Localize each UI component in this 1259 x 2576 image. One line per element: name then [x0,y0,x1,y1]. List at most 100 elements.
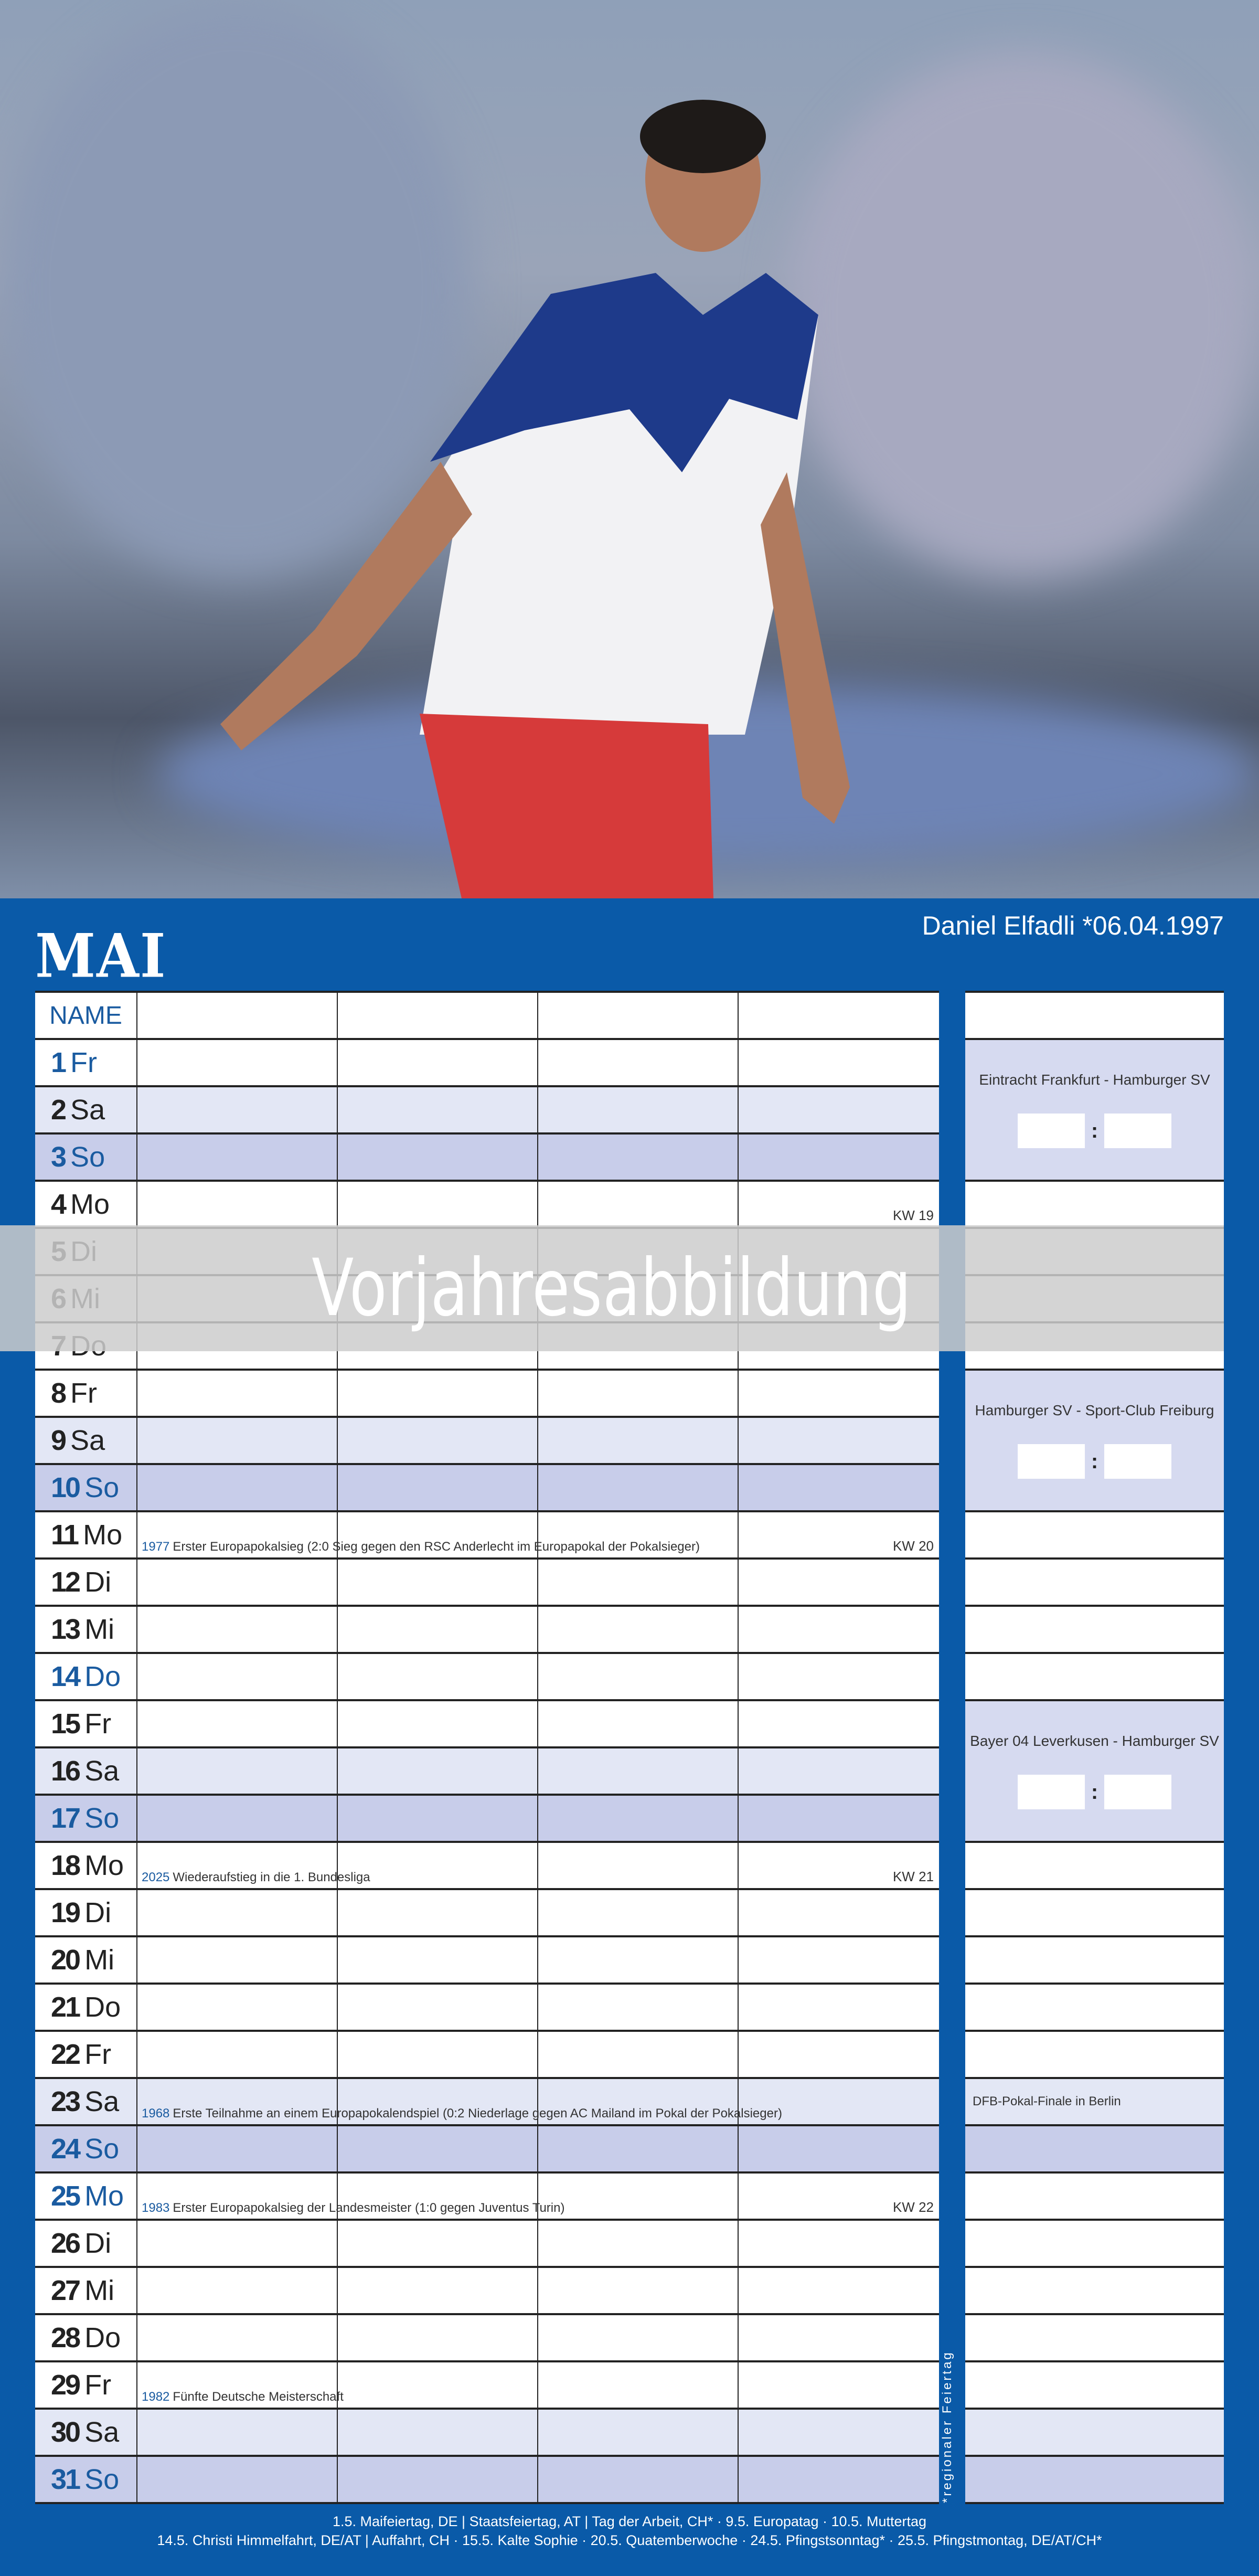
entry-cell[interactable] [537,1418,739,1463]
entry-cell[interactable] [537,2410,739,2455]
entry-cell[interactable] [738,2032,940,2077]
side-day-cell[interactable] [965,1605,1224,1652]
entry-cell[interactable] [537,1465,739,1510]
entry-cell[interactable] [738,1748,940,1794]
entry-cell[interactable] [337,1418,538,1463]
side-day-cell[interactable] [965,2360,1224,2408]
entry-cell[interactable] [136,2221,338,2266]
entry-cell[interactable] [136,2268,338,2313]
entry-cell[interactable] [136,1371,338,1416]
entry-cell[interactable] [537,2032,739,2077]
entry-cell[interactable] [337,2174,538,2219]
entry-cell[interactable] [537,1040,739,1085]
entry-cell[interactable] [337,1748,538,1794]
entry-cell[interactable] [738,1512,940,1557]
entry-cell[interactable] [738,1371,940,1416]
side-day-cell[interactable] [965,2408,1224,2455]
entry-cell[interactable] [337,1701,538,1746]
entry-cell[interactable] [537,2268,739,2313]
entry-cell[interactable] [337,1135,538,1180]
entry-cell[interactable] [337,1465,538,1510]
entry-cell[interactable] [136,1087,338,1132]
entry-cell[interactable] [537,1890,739,1935]
entry-cell[interactable] [337,2457,538,2502]
entry-cell[interactable] [337,1937,538,1983]
name-input-cell[interactable] [738,993,940,1038]
entry-cell[interactable] [537,1182,739,1227]
entry-cell[interactable] [537,2221,739,2266]
entry-cell[interactable] [738,1937,940,1983]
entry-cell[interactable] [738,1560,940,1605]
home-score-input[interactable] [1017,1775,1085,1809]
entry-cell[interactable] [337,1796,538,1841]
entry-cell[interactable] [136,2126,338,2171]
entry-cell[interactable] [337,1890,538,1935]
entry-cell[interactable] [738,2079,940,2124]
entry-cell[interactable] [537,2126,739,2171]
side-day-cell[interactable] [965,1652,1224,1699]
side-day-cell[interactable]: DFB-Pokal-Finale in Berlin [965,2077,1224,2124]
side-day-cell[interactable] [965,2266,1224,2313]
entry-cell[interactable] [136,1796,338,1841]
entry-cell[interactable] [738,1890,940,1935]
entry-cell[interactable] [738,1135,940,1180]
entry-cell[interactable] [337,2221,538,2266]
entry-cell[interactable] [738,2315,940,2360]
side-day-cell[interactable] [965,2313,1224,2360]
entry-cell[interactable] [337,1843,538,1888]
entry-cell[interactable] [738,2221,940,2266]
entry-cell[interactable] [136,2032,338,2077]
entry-cell[interactable] [136,2457,338,2502]
away-score-input[interactable] [1104,1114,1172,1148]
entry-cell[interactable] [337,1182,538,1227]
entry-cell[interactable] [136,1465,338,1510]
side-day-cell[interactable] [965,2219,1224,2266]
side-day-cell[interactable] [965,1510,1224,1557]
entry-cell[interactable] [337,2268,538,2313]
entry-cell[interactable] [537,1560,739,1605]
entry-cell[interactable] [136,2079,338,2124]
entry-cell[interactable] [337,1654,538,1699]
entry-cell[interactable] [537,1937,739,1983]
home-score-input[interactable] [1017,1114,1085,1148]
entry-cell[interactable] [136,2410,338,2455]
entry-cell[interactable] [537,1087,739,1132]
side-header-cell[interactable] [965,991,1224,1038]
entry-cell[interactable] [337,1560,538,1605]
entry-cell[interactable] [537,1985,739,2030]
entry-cell[interactable] [537,2079,739,2124]
entry-cell[interactable] [738,1465,940,1510]
entry-cell[interactable] [136,1890,338,1935]
entry-cell[interactable] [738,1654,940,1699]
entry-cell[interactable] [136,2362,338,2408]
side-day-cell[interactable] [965,1557,1224,1605]
side-day-cell[interactable] [965,1983,1224,2030]
entry-cell[interactable] [337,2126,538,2171]
name-input-cell[interactable] [136,993,338,1038]
entry-cell[interactable] [738,2174,940,2219]
entry-cell[interactable] [136,1135,338,1180]
entry-cell[interactable] [738,1418,940,1463]
side-day-cell[interactable] [965,1841,1224,1888]
entry-cell[interactable] [537,2362,739,2408]
entry-cell[interactable] [136,1607,338,1652]
side-day-cell[interactable] [965,1935,1224,1983]
entry-cell[interactable] [136,1748,338,1794]
entry-cell[interactable] [337,1371,538,1416]
name-input-cell[interactable] [537,993,739,1038]
entry-cell[interactable] [337,1040,538,1085]
entry-cell[interactable] [537,1607,739,1652]
side-day-cell[interactable] [965,2455,1224,2502]
entry-cell[interactable] [738,1796,940,1841]
side-day-cell[interactable] [965,2030,1224,2077]
entry-cell[interactable] [136,1701,338,1746]
entry-cell[interactable] [738,1607,940,1652]
entry-cell[interactable] [537,2457,739,2502]
side-day-cell[interactable] [965,1180,1224,1227]
entry-cell[interactable] [337,2410,538,2455]
entry-cell[interactable] [136,1418,338,1463]
entry-cell[interactable] [136,2174,338,2219]
entry-cell[interactable] [738,1040,940,1085]
entry-cell[interactable] [738,2362,940,2408]
entry-cell[interactable] [136,1560,338,1605]
